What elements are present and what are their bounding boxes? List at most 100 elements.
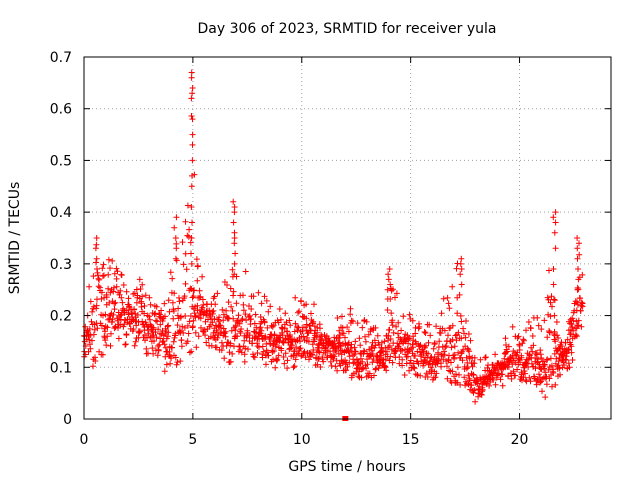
data-point xyxy=(241,351,248,358)
data-point xyxy=(219,306,226,313)
data-point xyxy=(309,341,316,348)
data-point xyxy=(492,351,499,358)
data-point xyxy=(552,245,559,252)
data-point xyxy=(399,362,406,369)
data-point xyxy=(246,332,253,339)
data-point xyxy=(102,311,109,318)
data-point xyxy=(535,356,541,363)
data-point xyxy=(421,329,428,335)
data-point xyxy=(188,95,195,102)
data-point xyxy=(453,371,459,378)
data-point xyxy=(88,318,95,325)
data-point xyxy=(231,235,238,241)
data-point xyxy=(407,357,414,364)
data-point xyxy=(279,332,286,339)
data-point xyxy=(372,342,379,349)
data-point xyxy=(550,214,557,221)
data-point xyxy=(251,354,258,361)
data-point xyxy=(269,323,276,330)
data-point xyxy=(308,310,314,317)
data-point xyxy=(229,266,236,273)
y-tick-label: 0.3 xyxy=(50,257,72,273)
data-point xyxy=(386,326,393,333)
data-point xyxy=(458,335,465,342)
data-point xyxy=(385,332,392,339)
data-point xyxy=(189,85,196,91)
data-point xyxy=(482,354,489,361)
data-point xyxy=(479,386,486,393)
data-point xyxy=(170,315,177,322)
data-point xyxy=(188,204,195,210)
data-point xyxy=(292,356,299,363)
data-point xyxy=(541,361,548,368)
data-point xyxy=(320,358,327,365)
data-point xyxy=(282,310,289,317)
data-point xyxy=(125,295,132,302)
data-point xyxy=(189,219,195,226)
data-point xyxy=(271,332,278,339)
data-point xyxy=(472,398,479,405)
data-point xyxy=(557,343,564,350)
data-point xyxy=(430,345,437,352)
data-point xyxy=(211,315,218,322)
data-point xyxy=(346,359,353,366)
data-point xyxy=(334,315,341,321)
data-point xyxy=(231,204,238,210)
data-point xyxy=(572,332,579,338)
data-point xyxy=(444,363,450,370)
data-point xyxy=(197,315,204,322)
data-point xyxy=(371,372,377,379)
data-point xyxy=(197,293,204,300)
data-point xyxy=(461,330,467,337)
data-point xyxy=(187,239,194,246)
data-point xyxy=(199,304,206,311)
data-point xyxy=(349,318,356,325)
data-point xyxy=(332,363,339,370)
data-point xyxy=(470,372,477,378)
data-point xyxy=(471,354,478,361)
data-point xyxy=(342,334,348,341)
data-point xyxy=(247,321,254,328)
data-point xyxy=(169,344,175,351)
data-point xyxy=(229,307,236,314)
y-tick-label: 0.6 xyxy=(50,102,72,118)
data-point xyxy=(242,311,249,318)
data-point xyxy=(199,296,206,303)
data-point xyxy=(440,295,447,302)
data-point xyxy=(547,355,554,362)
data-point xyxy=(142,292,149,299)
data-point xyxy=(160,332,167,339)
data-point xyxy=(463,365,470,372)
data-point xyxy=(199,273,206,280)
data-point xyxy=(201,326,208,333)
data-point xyxy=(551,229,558,236)
data-point xyxy=(510,368,517,375)
data-point xyxy=(336,334,343,341)
data-point xyxy=(96,276,103,283)
data-point xyxy=(315,348,322,355)
data-point xyxy=(240,301,247,308)
data-point xyxy=(104,324,111,331)
data-point xyxy=(550,370,557,376)
data-point xyxy=(223,307,230,314)
data-point xyxy=(346,353,353,360)
data-point xyxy=(261,293,268,300)
data-point xyxy=(231,343,237,350)
data-point xyxy=(339,324,346,331)
data-point xyxy=(87,345,94,352)
data-point xyxy=(284,365,291,372)
data-point xyxy=(188,183,195,190)
data-point xyxy=(263,361,269,368)
data-point xyxy=(457,312,464,319)
data-point xyxy=(330,356,337,362)
data-point xyxy=(189,141,196,148)
data-point xyxy=(292,320,299,327)
data-point xyxy=(356,335,363,342)
data-point xyxy=(155,326,162,333)
data-point xyxy=(556,365,563,372)
data-point xyxy=(99,351,106,358)
data-point xyxy=(243,333,250,340)
data-point xyxy=(442,344,449,351)
data-point xyxy=(250,293,257,300)
data-point xyxy=(522,370,529,377)
